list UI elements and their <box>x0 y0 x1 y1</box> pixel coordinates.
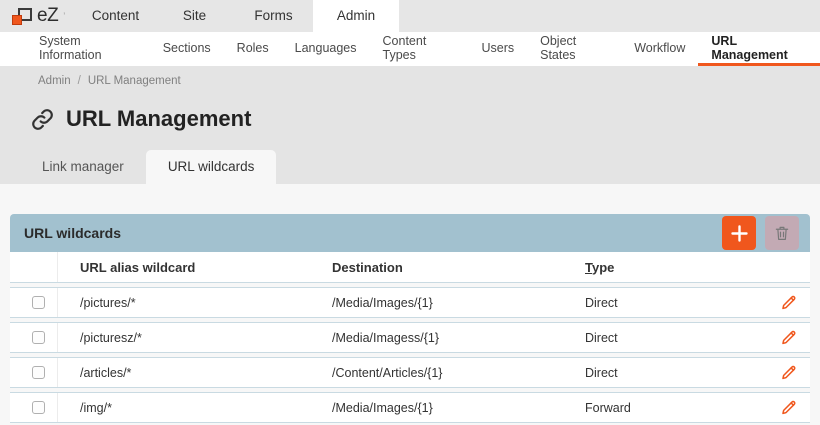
breadcrumb-item-url-management[interactable]: URL Management <box>87 75 181 87</box>
destination-cell: /Media/Imagess/{1} <box>332 330 440 345</box>
edit-cell <box>766 291 810 314</box>
subnav-item-users[interactable]: Users <box>481 40 515 55</box>
pencil-icon <box>781 400 795 415</box>
pencil-icon <box>781 330 795 345</box>
plus-icon <box>730 224 748 242</box>
delete-wildcard-button[interactable] <box>765 216 799 250</box>
type-cell: Direct <box>585 365 618 380</box>
row-checkbox[interactable] <box>32 401 45 414</box>
tabs: Link manager URL wildcards <box>0 132 820 184</box>
panel-header: URL wildcards <box>10 214 810 252</box>
topbar-item-content[interactable]: Content <box>91 8 140 23</box>
subnav-item-content-types[interactable]: Content Types <box>382 33 427 62</box>
row-checkbox[interactable] <box>32 296 45 309</box>
topbar-menu: Content Site Forms Admin <box>76 0 399 32</box>
table-row: /articles/* /Content/Articles/{1} Direct <box>10 357 810 388</box>
tab-link-manager[interactable]: Link manager <box>42 159 124 174</box>
topbar-item-admin[interactable]: Admin <box>313 0 399 32</box>
table-header-row: URL alias wildcard Destination Type <box>10 252 810 283</box>
pencil-icon <box>781 365 795 380</box>
page-header-section: Admin / URL Management URL Management Link… <box>0 66 820 184</box>
row-checkbox[interactable] <box>32 331 45 344</box>
table-row: /picturesz/* /Media/Imagess/{1} Direct <box>10 322 810 353</box>
edit-wildcard-button[interactable] <box>777 396 800 419</box>
type-cell: Direct <box>585 330 618 345</box>
destination-cell: /Content/Articles/{1} <box>332 365 443 380</box>
panel-title: URL wildcards <box>24 225 121 241</box>
url-alias-wildcard-cell: /pictures/* <box>80 295 136 310</box>
edit-cell <box>766 396 810 419</box>
content-area: URL wildcards URL alias wildcard Destinat… <box>0 184 820 423</box>
row-checkbox[interactable] <box>32 366 45 379</box>
topbar: eZ ’ Content Site Forms Admin <box>0 0 820 32</box>
destination-cell: /Media/Images/{1} <box>332 295 433 310</box>
subnav-item-sections[interactable]: Sections <box>162 40 211 55</box>
header-checkbox-cell <box>10 252 58 282</box>
column-header-url-alias-wildcard[interactable]: URL alias wildcard <box>80 259 196 275</box>
table-row: /pictures/* /Media/Images/{1} Direct <box>10 287 810 318</box>
row-checkbox-cell <box>10 393 58 422</box>
destination-cell: /Media/Images/{1} <box>332 400 433 415</box>
subnav-item-object-states[interactable]: Object States <box>540 33 577 62</box>
row-checkbox-cell <box>10 288 58 317</box>
subnav-item-system-information[interactable]: System Information <box>39 33 102 62</box>
admin-subnav: System Information Sections Roles Languages… <box>0 32 820 66</box>
tab-url-wildcards[interactable]: URL wildcards <box>145 150 277 184</box>
pencil-icon <box>781 295 795 310</box>
subnav-item-url-management[interactable]: URL Management <box>698 32 820 66</box>
logo-text: eZ <box>37 5 59 26</box>
url-alias-wildcard-cell: /picturesz/* <box>80 330 142 345</box>
trash-icon <box>775 226 789 240</box>
subnav-item-languages[interactable]: Languages <box>294 40 357 55</box>
url-wildcards-panel: URL wildcards URL alias wildcard Destinat… <box>10 214 810 423</box>
breadcrumb-separator: / <box>77 75 81 87</box>
row-checkbox-cell <box>10 323 58 352</box>
title-row: URL Management <box>0 96 820 132</box>
edit-wildcard-button[interactable] <box>777 361 800 384</box>
url-alias-wildcard-cell: /articles/* <box>80 365 132 380</box>
link-icon <box>32 108 53 130</box>
logo-trademark-mark: ’ <box>63 11 66 21</box>
ez-logo-icon <box>12 7 32 25</box>
page-title: URL Management <box>66 106 252 131</box>
type-cell: Forward <box>585 400 631 415</box>
subnav-item-roles[interactable]: Roles <box>236 40 269 55</box>
edit-wildcard-button[interactable] <box>777 291 800 314</box>
add-wildcard-button[interactable] <box>722 216 756 250</box>
ez-logo[interactable]: eZ ’ <box>0 0 72 32</box>
row-checkbox-cell <box>10 358 58 387</box>
topbar-item-forms[interactable]: Forms <box>254 8 293 23</box>
type-cell: Direct <box>585 295 618 310</box>
logo-orange-square-icon <box>12 15 22 25</box>
breadcrumb-item-admin[interactable]: Admin <box>38 75 71 87</box>
table-row: /img/* /Media/Images/{1} Forward <box>10 392 810 423</box>
breadcrumb: Admin / URL Management <box>0 66 820 96</box>
url-alias-wildcard-cell: /img/* <box>80 400 112 415</box>
table-body: /pictures/* /Media/Images/{1} Direct /pict… <box>10 287 810 423</box>
topbar-item-site[interactable]: Site <box>182 8 207 23</box>
edit-cell <box>766 361 810 384</box>
subnav-item-workflow[interactable]: Workflow <box>634 40 686 55</box>
edit-wildcard-button[interactable] <box>777 326 800 349</box>
edit-cell <box>766 326 810 349</box>
panel-actions <box>722 216 799 250</box>
column-header-type[interactable]: Type <box>585 259 615 275</box>
column-header-destination[interactable]: Destination <box>332 259 403 275</box>
